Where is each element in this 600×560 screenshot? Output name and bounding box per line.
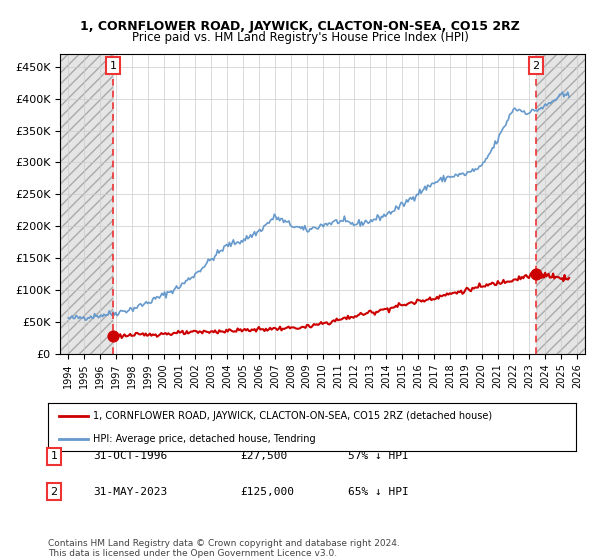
Point [531,269,541,278]
Text: 2: 2 [532,60,539,71]
Text: 1: 1 [50,451,58,461]
Text: 31-OCT-1996: 31-OCT-1996 [93,451,167,461]
Text: 65% ↓ HPI: 65% ↓ HPI [348,487,409,497]
Text: Contains HM Land Registry data © Crown copyright and database right 2024.
This d: Contains HM Land Registry data © Crown c… [48,539,400,558]
Text: 57% ↓ HPI: 57% ↓ HPI [348,451,409,461]
Text: 1, CORNFLOWER ROAD, JAYWICK, CLACTON-ON-SEA, CO15 2RZ (detached house): 1, CORNFLOWER ROAD, JAYWICK, CLACTON-ON-… [93,411,492,421]
Text: HPI: Average price, detached house, Tendring: HPI: Average price, detached house, Tend… [93,434,316,444]
Point [109,332,118,340]
Text: 31-MAY-2023: 31-MAY-2023 [93,487,167,497]
Text: 1, CORNFLOWER ROAD, JAYWICK, CLACTON-ON-SEA, CO15 2RZ: 1, CORNFLOWER ROAD, JAYWICK, CLACTON-ON-… [80,20,520,32]
Text: Price paid vs. HM Land Registry's House Price Index (HPI): Price paid vs. HM Land Registry's House … [131,31,469,44]
Text: £125,000: £125,000 [240,487,294,497]
Text: £27,500: £27,500 [240,451,287,461]
Text: 2: 2 [50,487,58,497]
Text: 1: 1 [110,60,116,71]
